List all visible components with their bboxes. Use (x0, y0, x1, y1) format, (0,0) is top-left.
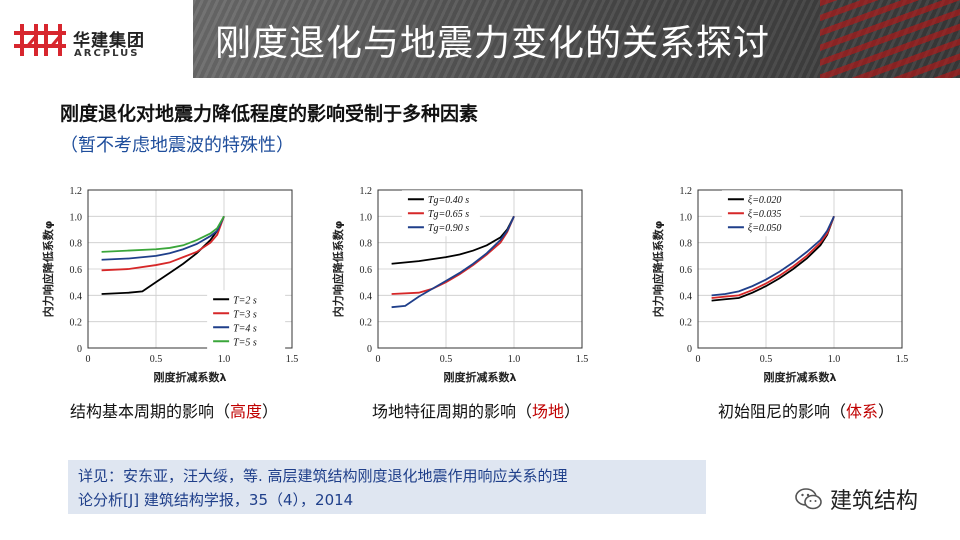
y-tick-label: 0.8 (360, 239, 373, 250)
y-tick-label: 0.2 (360, 318, 373, 329)
legend-label: ξ=0.050 (748, 223, 782, 234)
series-line (391, 215, 515, 265)
slide-header: 华建集团 ARCPLUS 刚度退化与地震力变化的关系探讨 (0, 0, 960, 78)
series-line (101, 215, 225, 253)
y-tick-label: 0.6 (680, 265, 693, 276)
x-axis-label: 刚度折减系数λ (444, 370, 517, 384)
y-tick-label: 0.6 (360, 265, 373, 276)
reference-box: 详见：安东亚，汪大绥，等. 高层建筑结构刚度退化地震作用响应关系的理 论分析[J… (68, 460, 706, 514)
chart-period-svg: 0 0.2 0.4 0.6 0.8 1.0 1.2 0 0.5 1.0 1.5 刚度折减系数λ 内力响应… (41, 186, 299, 384)
y-tick-label: 1.2 (70, 186, 83, 197)
y-tick-label: 1.0 (360, 212, 373, 223)
caption-site: 场地特征周期的影响（场地） (372, 398, 580, 422)
legend-label: Tg=0.90 s (428, 223, 469, 234)
y-tick-label: 0.8 (70, 239, 83, 250)
series-line (101, 215, 225, 261)
y-tick-label: 0.4 (680, 291, 693, 302)
y-tick-label: 1.2 (360, 186, 373, 197)
logo-name-en: ARCPLUS (74, 48, 140, 59)
y-axis-label: 内力响应降低系数φ (651, 221, 665, 318)
caption-damping-post: ） (878, 402, 895, 421)
caption-site-pre: 场地特征周期的影响（ (372, 402, 533, 421)
y-tick-label: 0 (367, 344, 372, 355)
chart-site-period: 0 0.2 0.4 0.6 0.8 1.0 1.2 0 0.5 1.0 1.5 刚度折减系数λ 内力响应… (320, 180, 590, 390)
series-line (391, 215, 515, 295)
logo-name-cn: 华建集团 (73, 31, 145, 51)
legend-label: T=2 s (233, 295, 257, 306)
x-tick-label: 1.5 (576, 354, 589, 365)
subtitle-note: （暂不考虑地震波的特殊性） (60, 135, 294, 156)
series-line (101, 215, 225, 295)
y-tick-label: 0.2 (70, 318, 83, 329)
plot-frame (697, 189, 903, 349)
plot-frame (87, 189, 293, 349)
caption-site-highlight: 场地 (532, 402, 565, 421)
watermark-text: 建筑结构 (830, 489, 919, 514)
x-axis-label: 刚度折减系数λ (154, 370, 227, 384)
caption-period: 结构基本周期的影响（高度） (70, 398, 278, 422)
caption-damping: 初始阻尼的影响（体系） (718, 398, 894, 422)
series-line (711, 216, 835, 302)
caption-period-highlight: 高度 (230, 402, 263, 421)
logo: 华建集团 ARCPLUS (0, 0, 193, 78)
caption-site-post: ） (564, 402, 581, 421)
x-tick-label: 0 (696, 354, 701, 365)
caption-period-post: ） (262, 402, 279, 421)
series-line (101, 216, 225, 272)
reference-line-1: 详见：安东亚，汪大绥，等. 高层建筑结构刚度退化地震作用响应关系的理 (78, 467, 568, 485)
legend-label: ξ=0.035 (748, 209, 782, 220)
legend-label: Tg=0.40 s (428, 195, 469, 206)
chart-damping: 0 0.2 0.4 0.6 0.8 1.0 1.2 0 0.5 1.0 1.5 刚度折减系数λ 内力响应… (640, 180, 910, 390)
y-tick-label: 1.0 (680, 212, 693, 223)
series-line (711, 216, 835, 299)
legend-label: ξ=0.020 (748, 195, 782, 206)
x-tick-label: 1.0 (508, 354, 521, 365)
x-tick-label: 1.0 (218, 354, 231, 365)
y-axis-label: 内力响应降低系数φ (331, 221, 345, 318)
y-tick-label: 0 (77, 344, 82, 355)
x-tick-label: 0.5 (150, 354, 163, 365)
y-tick-label: 0.6 (70, 265, 83, 276)
series-line (711, 215, 835, 297)
legend-label: T=5 s (233, 337, 257, 348)
slide-title: 刚度退化与地震力变化的关系探讨 (215, 23, 771, 64)
y-tick-label: 0 (687, 344, 692, 355)
x-tick-label: 0.5 (760, 354, 773, 365)
x-tick-label: 0.5 (440, 354, 453, 365)
legend-label: T=4 s (233, 323, 257, 334)
x-tick-label: 1.5 (286, 354, 299, 365)
subtitle-main: 刚度退化对地震力降低程度的影响受制于多种因素 (60, 103, 479, 125)
chart-site-period-svg: 0 0.2 0.4 0.6 0.8 1.0 1.2 0 0.5 1.0 1.5 刚度折减系数λ 内力响应… (331, 186, 589, 384)
x-tick-label: 0 (376, 354, 381, 365)
caption-period-pre: 结构基本周期的影响（ (70, 402, 231, 421)
reference-line-2: 论分析[J] 建筑结构学报，35（4），2014 (78, 491, 354, 509)
plot-frame (377, 189, 583, 349)
wechat-icon (795, 488, 822, 510)
title-band (193, 0, 960, 78)
legend-label: T=3 s (233, 309, 257, 320)
x-axis-label: 刚度折减系数λ (764, 370, 837, 384)
x-tick-label: 1.5 (896, 354, 909, 365)
chart-period: 0 0.2 0.4 0.6 0.8 1.0 1.2 0 0.5 1.0 1.5 刚度折减系数λ 内力响应… (30, 180, 300, 390)
y-tick-label: 0.4 (360, 291, 373, 302)
arcplus-logo-icon (14, 24, 66, 56)
y-tick-label: 1.0 (70, 212, 83, 223)
y-tick-label: 0.2 (680, 318, 693, 329)
caption-damping-highlight: 体系 (846, 402, 879, 421)
chart-damping-svg: 0 0.2 0.4 0.6 0.8 1.0 1.2 0 0.5 1.0 1.5 刚度折减系数λ 内力响应… (651, 186, 909, 384)
y-tick-label: 1.2 (680, 186, 693, 197)
x-tick-label: 1.0 (828, 354, 841, 365)
x-tick-label: 0 (86, 354, 91, 365)
y-tick-label: 0.8 (680, 239, 693, 250)
caption-damping-pre: 初始阻尼的影响（ (718, 402, 847, 421)
legend-label: Tg=0.65 s (428, 209, 469, 220)
y-tick-label: 0.4 (70, 291, 83, 302)
y-axis-label: 内力响应降低系数φ (41, 221, 55, 318)
series-line (391, 215, 515, 309)
